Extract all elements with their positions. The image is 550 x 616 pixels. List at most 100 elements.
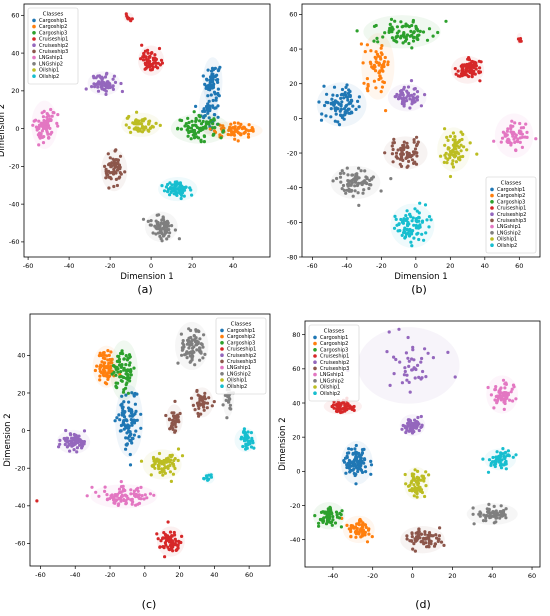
data-point <box>63 442 67 447</box>
data-point <box>124 386 128 390</box>
legend-marker <box>313 341 317 346</box>
data-point <box>164 413 168 418</box>
data-point <box>94 76 98 80</box>
data-point <box>506 449 510 453</box>
data-point <box>227 400 231 404</box>
data-point <box>473 72 477 76</box>
legend-marker <box>490 200 494 204</box>
data-point <box>134 122 138 126</box>
data-point <box>510 387 514 391</box>
data-point <box>106 82 110 86</box>
data-point <box>231 126 235 130</box>
data-point <box>108 171 113 175</box>
y-tick-label: 80 <box>292 331 300 339</box>
data-point <box>215 73 219 77</box>
data-point <box>173 182 177 186</box>
data-point <box>320 112 324 116</box>
data-point <box>236 121 240 125</box>
data-point <box>146 58 150 62</box>
data-point <box>130 502 134 506</box>
data-point <box>420 423 424 427</box>
legend-marker <box>490 193 494 198</box>
data-point <box>166 182 170 187</box>
points-layer <box>35 321 257 559</box>
data-point <box>394 217 398 221</box>
data-point <box>413 485 417 490</box>
data-point <box>459 130 463 134</box>
panel-caption: (d) <box>415 598 431 611</box>
panel-caption: (a) <box>137 283 152 296</box>
data-point <box>47 136 51 140</box>
data-point <box>506 127 510 131</box>
data-point <box>413 478 417 482</box>
data-point <box>414 539 418 543</box>
data-point <box>336 404 340 408</box>
data-point <box>137 435 141 439</box>
legend-entry: Cruiseship2 <box>320 360 349 366</box>
series-cruiseship1 <box>451 33 523 84</box>
data-point <box>405 378 409 382</box>
data-point <box>341 183 346 188</box>
data-point <box>320 518 324 522</box>
y-tick-label: 20 <box>292 433 300 441</box>
data-point <box>354 535 358 539</box>
data-point <box>503 456 507 460</box>
panel-caption: (c) <box>142 598 157 611</box>
data-point <box>408 390 412 394</box>
data-point <box>211 122 215 126</box>
data-point <box>145 496 149 500</box>
legend-entry: Cargoship1 <box>39 18 67 24</box>
series-lngship1 <box>486 375 519 414</box>
data-point <box>105 71 109 75</box>
data-point <box>407 234 412 238</box>
data-point <box>410 539 414 543</box>
data-point <box>424 470 428 474</box>
data-point <box>415 420 419 424</box>
data-point <box>489 393 493 397</box>
data-point <box>399 92 403 96</box>
data-point <box>406 151 410 155</box>
data-point <box>340 169 344 173</box>
data-point <box>451 159 455 163</box>
data-point <box>172 530 176 535</box>
data-point <box>198 346 202 350</box>
data-point <box>167 228 171 232</box>
data-point <box>520 135 525 139</box>
x-tick-label: 40 <box>229 262 237 270</box>
data-point <box>438 526 442 530</box>
data-point <box>154 232 158 236</box>
data-point <box>41 115 46 119</box>
x-tick-label: -60 <box>35 571 46 579</box>
x-tick-label: 40 <box>488 572 496 580</box>
data-point <box>46 121 50 125</box>
data-point <box>380 44 384 48</box>
data-point <box>443 143 447 147</box>
data-point <box>454 72 458 76</box>
cluster-halo <box>361 33 395 100</box>
data-point <box>70 436 74 440</box>
data-point <box>424 484 428 488</box>
data-point <box>245 443 250 447</box>
data-point <box>98 378 102 382</box>
x-tick-label: -40 <box>328 572 339 580</box>
data-point <box>317 100 321 104</box>
data-point <box>407 380 411 384</box>
data-point <box>422 479 426 483</box>
data-point <box>35 128 39 132</box>
data-point <box>357 454 361 458</box>
data-point <box>121 487 126 491</box>
data-point <box>358 517 362 522</box>
data-point <box>229 133 233 137</box>
data-point <box>397 222 401 226</box>
data-point <box>352 404 356 409</box>
data-point <box>119 81 123 86</box>
data-point <box>121 484 125 488</box>
data-point <box>201 74 205 78</box>
y-tick-label: -20 <box>287 149 298 157</box>
data-point <box>92 82 96 86</box>
data-point <box>474 67 478 71</box>
data-point <box>202 140 206 144</box>
data-point <box>423 530 427 534</box>
data-point <box>344 406 348 410</box>
data-point <box>37 132 41 136</box>
